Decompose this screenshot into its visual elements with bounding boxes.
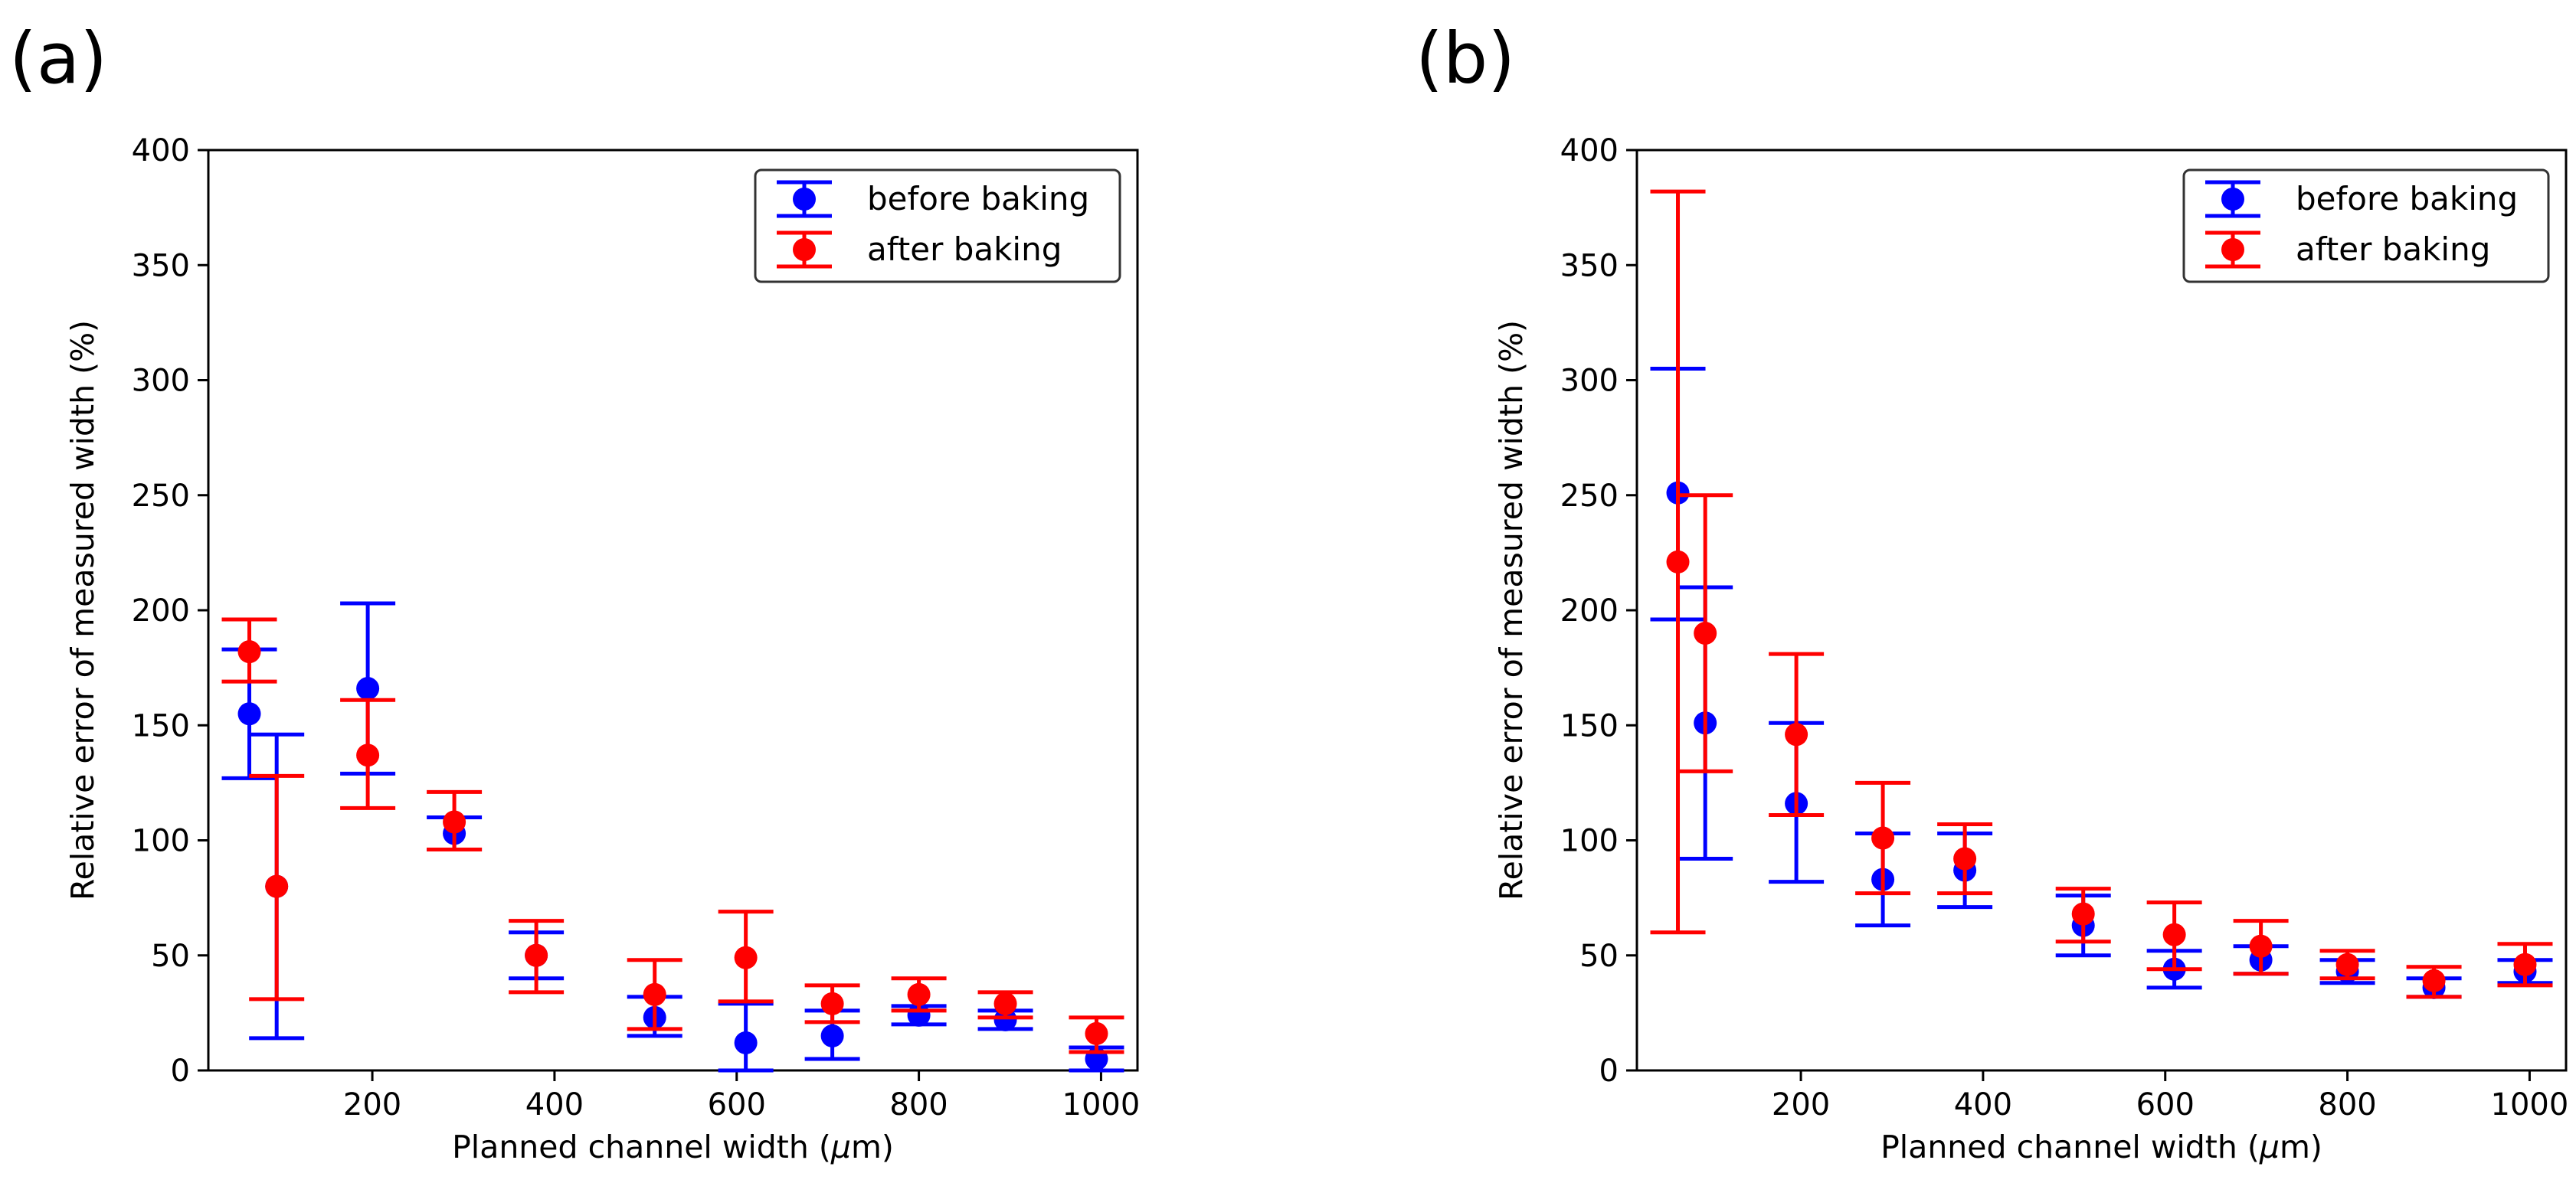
panel-label: (b) — [1416, 18, 1515, 100]
series-before-baking — [1650, 366, 2553, 999]
legend-marker-dot — [793, 238, 816, 261]
y-tick-label: 50 — [1579, 939, 1619, 974]
y-tick-label: 150 — [132, 708, 190, 743]
data-point — [2071, 902, 2095, 926]
x-axis-label-mu: μ — [830, 1129, 851, 1165]
x-tick-label: 600 — [2136, 1087, 2195, 1122]
x-tick-label: 200 — [1772, 1087, 1830, 1122]
x-axis-label-tail: m) — [851, 1129, 894, 1165]
data-point — [993, 992, 1017, 1015]
legend-label-after-baking: after baking — [867, 230, 1062, 268]
data-point — [1953, 847, 1977, 871]
x-axis-label-main: Planned channel width ( — [1880, 1129, 2260, 1165]
data-point — [1785, 723, 1808, 747]
data-point — [237, 640, 261, 664]
data-point — [1871, 826, 1895, 850]
panel-b: (b) 0 50 100 150 200 250 300 350 400 200 400 600 800 1… — [1416, 18, 2568, 1165]
data-point — [2422, 969, 2446, 992]
legend-label-before-baking: before baking — [867, 180, 1089, 217]
x-axis-label: Planned channel width (μm) — [452, 1129, 894, 1165]
y-tick-label: 100 — [132, 824, 190, 859]
y-tick-label: 50 — [151, 939, 190, 974]
data-point — [734, 946, 758, 969]
y-tick-label: 150 — [1560, 708, 1619, 743]
data-point — [2335, 953, 2359, 976]
x-tick-label: 600 — [708, 1087, 766, 1122]
legend-marker-dot — [2221, 188, 2244, 211]
plot-frame — [1635, 149, 2568, 1072]
data-point — [525, 943, 548, 967]
data-point — [2249, 934, 2273, 958]
x-tick-label: 1000 — [2491, 1087, 2569, 1122]
x-axis-label-main: Planned channel width ( — [452, 1129, 831, 1165]
x-tick-label: 400 — [525, 1087, 584, 1122]
x-tick-label: 200 — [343, 1087, 401, 1122]
legend-marker-dot — [793, 188, 816, 211]
panel-label: (a) — [9, 18, 107, 100]
plot-frame — [207, 149, 1139, 1072]
data-point — [265, 874, 289, 898]
data-point — [993, 1008, 1017, 1031]
y-tick-label: 250 — [132, 479, 190, 514]
y-tick-label: 300 — [1560, 364, 1619, 399]
series-after-baking — [1650, 189, 2553, 999]
data-point — [820, 992, 844, 1015]
legend: before baking after baking — [754, 168, 1121, 283]
y-tick-label: 100 — [1560, 824, 1619, 859]
data-point — [1694, 622, 1717, 645]
x-axis-label: Planned channel width (μm) — [1880, 1129, 2322, 1165]
y-tick-label: 200 — [132, 593, 190, 629]
y-axis-label: Relative error of measured width (%) — [64, 320, 101, 900]
data-point — [2162, 923, 2186, 946]
x-tick-label: 1000 — [1062, 1087, 1141, 1122]
data-point — [237, 702, 261, 726]
legend-marker-dot — [2221, 238, 2244, 261]
data-point — [356, 743, 380, 767]
data-point — [907, 982, 931, 1006]
data-point — [2513, 953, 2537, 976]
legend-frame — [754, 168, 1121, 283]
x-tick-label: 800 — [889, 1087, 948, 1122]
y-axis-label: Relative error of measured width (%) — [1493, 320, 1530, 900]
legend: before baking after baking — [2182, 168, 2550, 283]
x-tick-label: 800 — [2318, 1087, 2376, 1122]
x-axis-label-tail: m) — [2280, 1129, 2322, 1165]
data-point — [443, 810, 466, 834]
data-point — [820, 1024, 844, 1047]
y-tick-label: 300 — [132, 364, 190, 399]
legend-frame — [2182, 168, 2550, 283]
y-tick-label: 400 — [1560, 133, 1619, 168]
y-tick-label: 250 — [1560, 479, 1619, 514]
y-tick-label: 0 — [171, 1054, 190, 1089]
data-point — [643, 982, 666, 1006]
data-point — [1085, 1021, 1108, 1045]
data-point — [1666, 550, 1690, 573]
x-axis-label-mu: μ — [2259, 1129, 2280, 1165]
y-tick-label: 200 — [1560, 593, 1619, 629]
series-before-baking — [221, 601, 1124, 1073]
data-point — [734, 1031, 758, 1054]
data-point — [356, 677, 380, 701]
series-after-baking — [221, 617, 1124, 1054]
legend-label-before-baking: before baking — [2296, 180, 2518, 217]
x-tick-label: 400 — [1954, 1087, 2012, 1122]
y-tick-label: 400 — [132, 133, 190, 168]
y-tick-label: 350 — [132, 248, 190, 283]
panel-a: (a) 0 50 100 150 200 250 300 350 400 200 400 600 800 1… — [9, 18, 1140, 1165]
legend-label-after-baking: after baking — [2296, 230, 2490, 268]
y-tick-label: 350 — [1560, 248, 1619, 283]
y-tick-label: 0 — [1599, 1054, 1619, 1089]
